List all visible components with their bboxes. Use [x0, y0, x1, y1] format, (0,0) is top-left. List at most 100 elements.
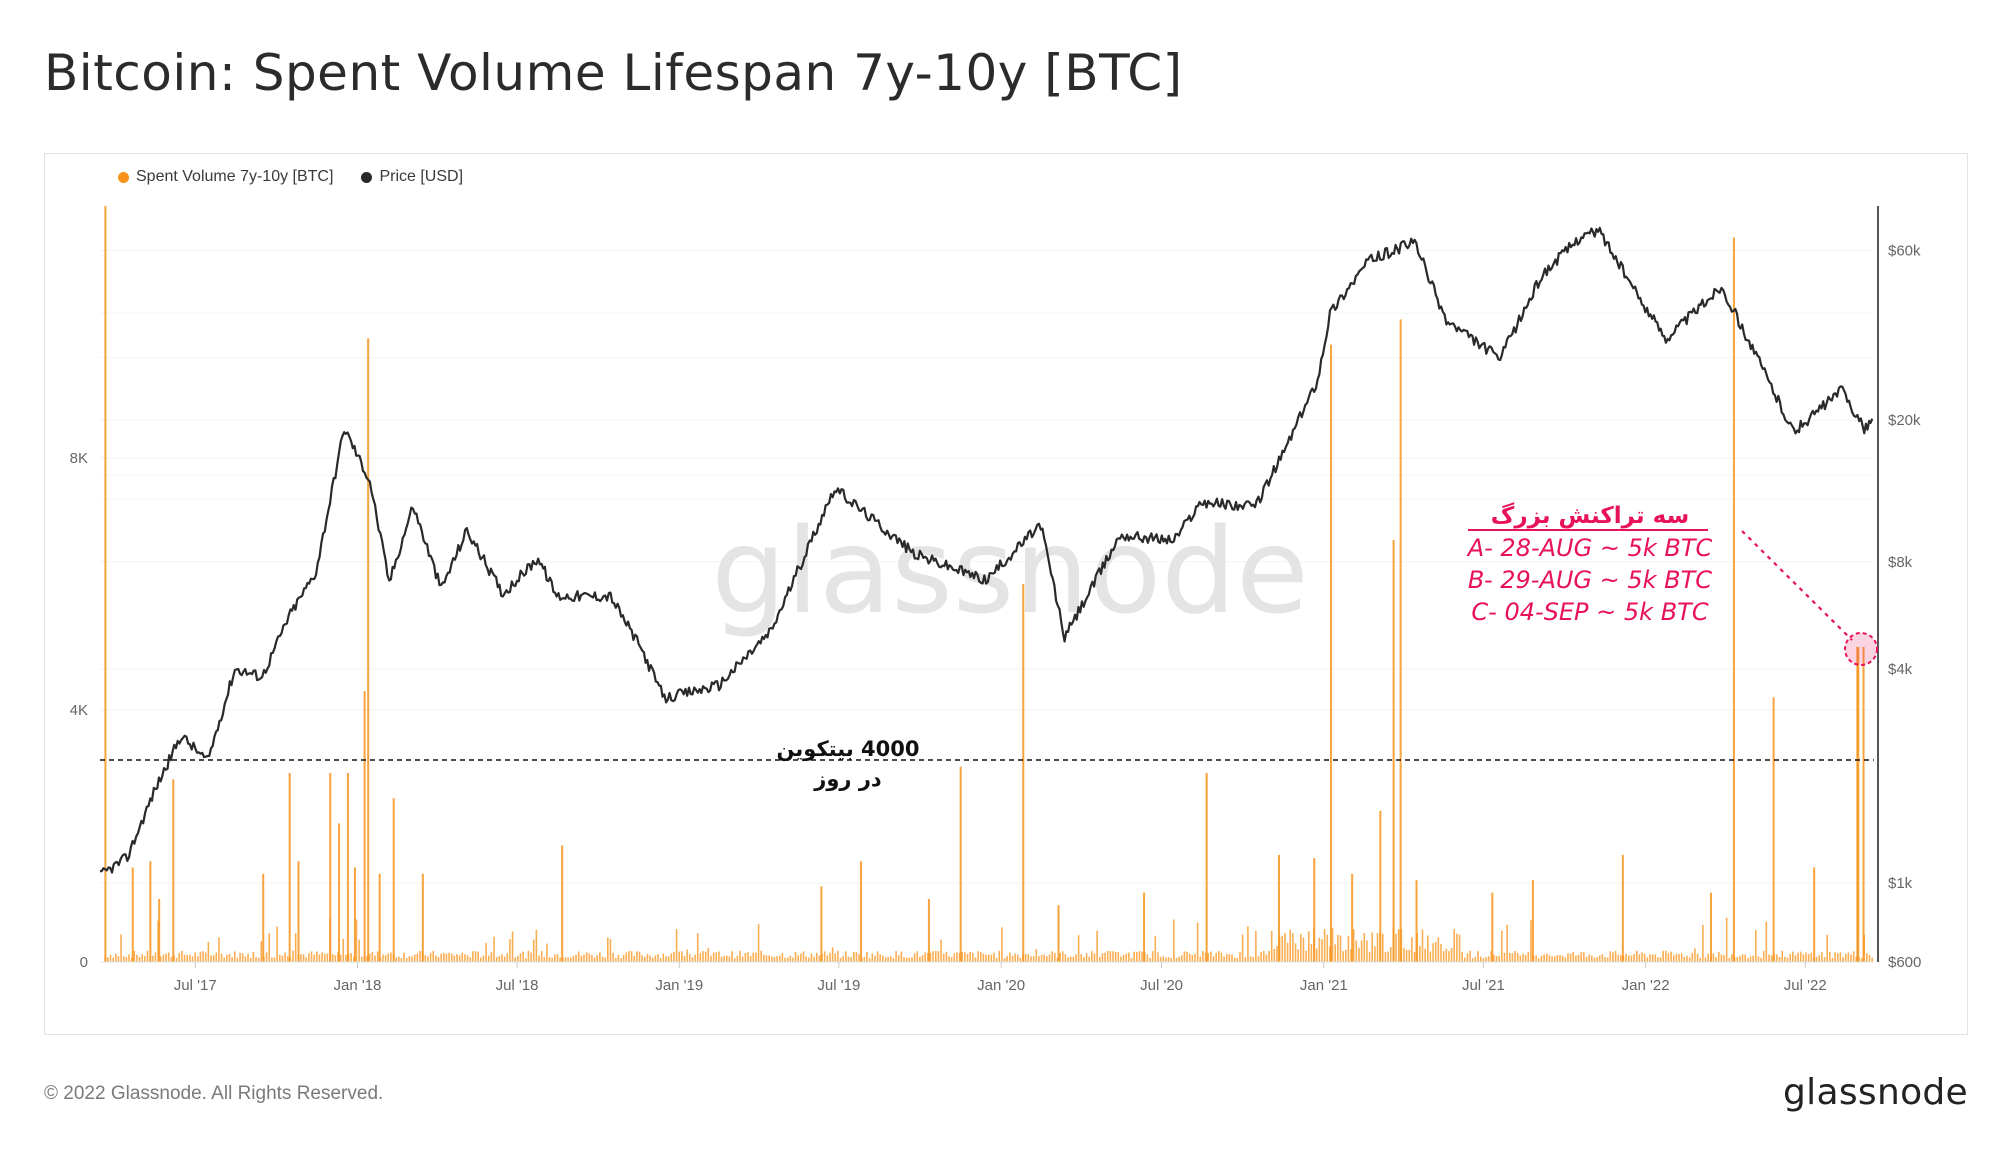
volume-bar-minor — [937, 951, 940, 962]
volume-bar-minor — [1252, 957, 1254, 962]
volume-bar-minor — [1101, 952, 1104, 962]
volume-bar-minor — [128, 954, 130, 962]
volume-bar-minor — [308, 953, 310, 962]
volume-bar-minor — [871, 953, 874, 962]
volume-bar-minor — [1559, 955, 1561, 962]
volume-bar-minor — [1802, 954, 1805, 962]
volume-bar-minor — [757, 923, 760, 962]
volume-bar-minor — [413, 954, 416, 962]
volume-bar-minor — [1434, 942, 1437, 962]
volume-bar-minor — [1180, 955, 1183, 962]
volume-bar-minor — [990, 954, 993, 962]
volume-bar-minor — [606, 937, 609, 962]
volume-bar-minor — [109, 954, 112, 962]
volume-bar-minor — [815, 952, 818, 962]
legend-item-spent-volume[interactable]: Spent Volume 7y-10y [BTC] — [118, 168, 333, 186]
volume-bar-minor — [1016, 954, 1019, 962]
volume-bar-minor — [1514, 950, 1516, 962]
volume-bar-minor — [403, 952, 405, 962]
volume-bar-minor — [1307, 931, 1310, 962]
volume-bar-minor — [1024, 954, 1027, 962]
volume-bar-minor — [456, 953, 458, 962]
volume-bar-minor — [1490, 951, 1493, 962]
volume-bar — [158, 899, 161, 962]
volume-bar-minor — [117, 956, 120, 962]
volume-bar-minor — [778, 955, 781, 962]
volume-bar-minor — [1628, 955, 1630, 962]
volume-bar-minor — [1157, 952, 1159, 962]
volume-bar-minor — [1575, 955, 1577, 962]
volume-bar-minor — [1482, 958, 1485, 962]
volume-bar-minor — [966, 953, 969, 962]
volume-bar-minor — [1757, 956, 1760, 962]
volume-bar-minor — [1091, 951, 1093, 962]
volume-bar-minor — [1236, 958, 1239, 962]
volume-bar-minor — [1043, 954, 1046, 962]
x-tick-label: Jul '22 — [1784, 977, 1827, 994]
volume-bar-minor — [1731, 954, 1733, 962]
volume-bar — [363, 691, 366, 962]
legend-item-price[interactable]: Price [USD] — [361, 168, 463, 186]
volume-bar-minor — [1826, 934, 1828, 962]
volume-bar-minor — [469, 957, 472, 962]
volume-bar-minor — [199, 951, 202, 962]
volume-bar-minor — [1516, 952, 1519, 962]
volume-bar-minor — [1061, 951, 1064, 962]
volume-bar-minor — [1747, 958, 1749, 962]
volume-bar-minor — [1109, 951, 1112, 962]
volume-bar — [1143, 892, 1146, 962]
volume-bar-minor — [1588, 954, 1590, 962]
volume-bar-minor — [583, 954, 585, 962]
y-right-tick-label: $4k — [1888, 661, 1913, 678]
volume-bar-minor — [1538, 958, 1540, 962]
volume-bar-minor — [1286, 942, 1289, 962]
volume-bar-minor — [940, 939, 942, 962]
volume-bar-minor — [181, 950, 183, 962]
volume-bar-minor — [1530, 920, 1532, 962]
volume-bar-minor — [1117, 952, 1120, 962]
volume-bar-minor — [331, 954, 334, 962]
volume-bar — [1491, 892, 1494, 962]
volume-bar-minor — [1019, 957, 1022, 962]
volume-bar-minor — [1593, 957, 1596, 962]
volume-bar-minor — [1680, 953, 1683, 962]
volume-bar-minor — [633, 955, 636, 962]
volume-bar-minor — [1154, 935, 1157, 962]
volume-bar-minor — [1540, 955, 1543, 962]
volume-bar-minor — [945, 951, 948, 962]
volume-bar-minor — [707, 947, 710, 962]
volume-bar-minor — [226, 954, 228, 962]
volume-bar-minor — [1834, 952, 1836, 962]
volume-bar-minor — [482, 955, 485, 962]
volume-bar-minor — [1741, 954, 1744, 962]
volume-bar-minor — [1093, 953, 1096, 962]
volume-bar-minor — [474, 951, 477, 962]
volume-bar-minor — [1331, 927, 1334, 962]
volume-bar-minor — [1728, 957, 1731, 962]
volume-bar-minor — [506, 953, 509, 962]
volume-bar-minor — [839, 957, 842, 962]
volume-bar-minor — [1389, 946, 1392, 962]
volume-bar-minor — [1001, 927, 1003, 962]
volume-bar-minor — [1683, 957, 1686, 962]
volume-bar — [104, 206, 107, 962]
volume-bar-minor — [1831, 957, 1834, 962]
volume-bar-minor — [1448, 951, 1450, 962]
footer-brand-logo[interactable]: glassnode — [1783, 1072, 1968, 1113]
callout-pointer — [1741, 530, 1853, 641]
x-tick-label: Jan '18 — [334, 977, 382, 994]
volume-bar-minor — [1609, 951, 1612, 962]
volume-bar-minor — [1384, 952, 1387, 962]
volume-bar-minor — [575, 954, 577, 962]
volume-bar-minor — [977, 951, 979, 962]
volume-bar-minor — [1175, 957, 1178, 962]
callout-line: C- 04-SEP ~ 5k BTC — [1471, 598, 1708, 626]
volume-bar-minor — [612, 952, 614, 962]
volume-bar-minor — [1239, 952, 1241, 962]
volume-bar-minor — [133, 950, 136, 962]
volume-bar-minor — [427, 956, 429, 962]
volume-bar-minor — [1368, 952, 1371, 962]
volume-bar-minor — [1186, 951, 1188, 962]
volume-bar-minor — [614, 958, 617, 962]
volume-bar-minor — [1196, 922, 1199, 962]
